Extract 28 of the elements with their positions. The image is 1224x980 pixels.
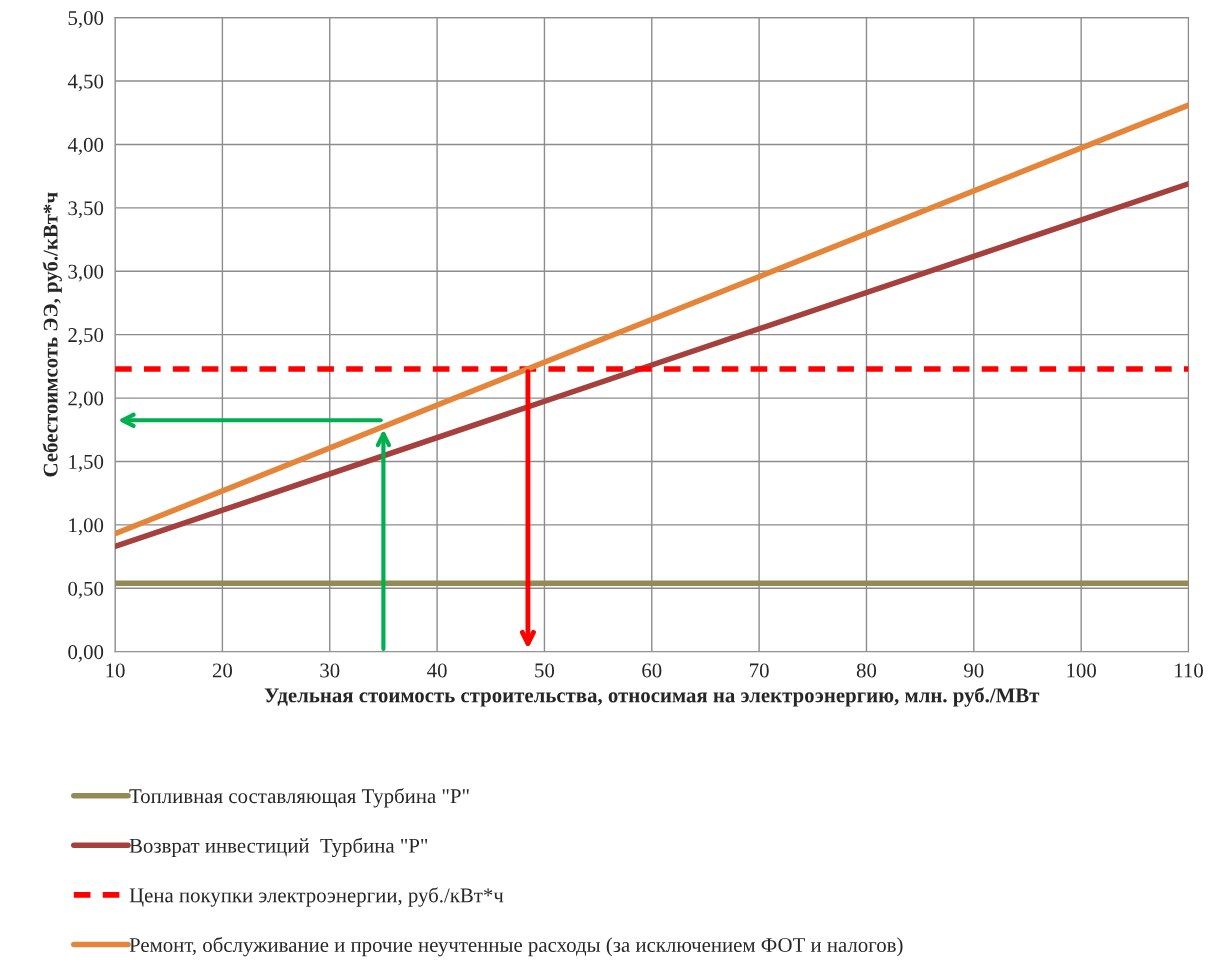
y-tick-label: 5,00 [68, 11, 104, 29]
x-tick-label: 50 [535, 663, 555, 678]
y-tick-label: 4,00 [67, 137, 104, 155]
legend-label: Топливная составляющая Турбина "Р" [129, 788, 469, 808]
y-tick-label: 4,50 [67, 74, 104, 92]
x-tick-label: 40 [427, 663, 447, 678]
x-tick-label: 30 [320, 663, 340, 678]
x-axis-title: Удельная стоимость строительства, относимая на электроэнергию, млн. руб./МВт [264, 687, 1040, 707]
legend-label: Возврат инвестиций Турбина "Р" [129, 837, 428, 858]
x-tick-label: 10 [106, 663, 125, 678]
x-tick-label: 70 [750, 663, 769, 678]
y-tick-label: 2,00 [68, 391, 104, 409]
x-tick-label: 80 [856, 663, 877, 678]
y-tick-label: 0,50 [68, 581, 104, 599]
x-tick-label: 100 [1067, 663, 1096, 678]
legend-label: Цена покупки электроэнергии, руб./кВт*ч [129, 887, 504, 907]
x-tick-label: 20 [212, 663, 233, 678]
y-tick-label: 1,50 [69, 454, 104, 472]
legend-label: Ремонт, обслуживание и прочие неучтенные расходы (за исключением ФОТ и налогов) [129, 936, 903, 957]
y-tick-label: 0,00 [68, 645, 104, 663]
y-tick-label: 1,00 [69, 518, 104, 536]
x-tick-label: 60 [642, 663, 662, 678]
y-tick-label: 2,50 [68, 328, 104, 346]
x-tick-label: 110 [1175, 663, 1203, 678]
y-axis-title: Себестоимсоть ЭЭ, руб./кВт*ч [42, 192, 62, 477]
y-tick-label: 3,00 [68, 264, 104, 282]
y-tick-label: 3,50 [68, 201, 104, 219]
x-tick-label: 90 [964, 663, 984, 678]
